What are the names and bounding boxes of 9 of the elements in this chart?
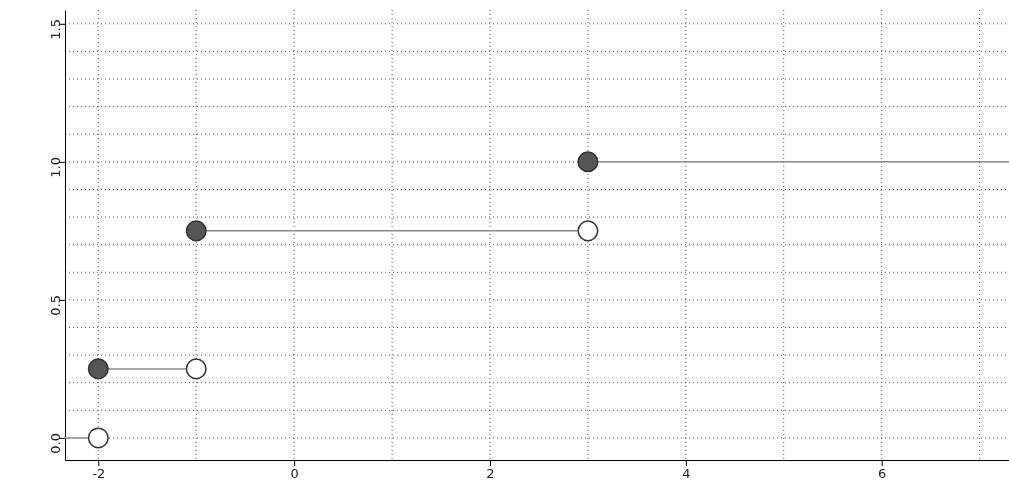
y-tick-label: 0.5: [48, 295, 64, 316]
y-tick-label: 0.0: [48, 433, 64, 454]
y-tick-label: 1.5: [48, 18, 64, 40]
y-tick-label: 1.0: [48, 157, 64, 178]
x-tick-label: -2: [92, 466, 106, 482]
x-tick-label: 0: [290, 466, 299, 482]
x-tick-label: 6: [878, 466, 887, 482]
x-tick-label: 2: [486, 466, 495, 482]
x-tick-label: 4: [682, 466, 691, 482]
